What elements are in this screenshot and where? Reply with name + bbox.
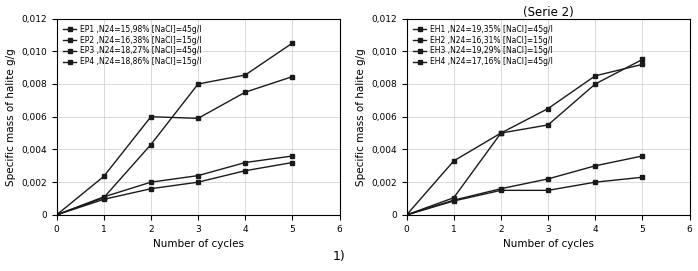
Line: EH2 ,N24=16,31% [NaCl]=15g/l: EH2 ,N24=16,31% [NaCl]=15g/l xyxy=(404,62,645,217)
EH2 ,N24=16,31% [NaCl]=15g/l xyxy=(544,107,552,110)
EH2 ,N24=16,31% [NaCl]=15g/l xyxy=(591,74,600,78)
EP4 ,N24=18,86% [NaCl]=15g/l xyxy=(52,213,61,217)
EP2 ,N24=16,38% [NaCl]=15g/l xyxy=(100,175,108,178)
EP1 ,N24=15,98% [NaCl]=45g/l xyxy=(241,73,249,77)
EP4 ,N24=18,86% [NaCl]=15g/l xyxy=(147,187,155,190)
EH1 ,N24=19,35% [NaCl]=45g/l xyxy=(638,58,646,61)
EP4 ,N24=18,86% [NaCl]=15g/l xyxy=(100,198,108,201)
EH3 ,N24=19,29% [NaCl]=15g/l xyxy=(591,164,600,167)
Line: EP1 ,N24=15,98% [NaCl]=45g/l: EP1 ,N24=15,98% [NaCl]=45g/l xyxy=(54,41,295,217)
EP3 ,N24=18,27% [NaCl]=45g/l xyxy=(288,154,297,158)
EP2 ,N24=16,38% [NaCl]=15g/l xyxy=(147,115,155,118)
EP4 ,N24=18,86% [NaCl]=15g/l xyxy=(288,161,297,164)
EP3 ,N24=18,27% [NaCl]=45g/l xyxy=(52,213,61,217)
EP2 ,N24=16,38% [NaCl]=15g/l xyxy=(194,117,202,120)
EH4 ,N24=17,16% [NaCl]=45g/l xyxy=(497,189,505,192)
Line: EP2 ,N24=16,38% [NaCl]=15g/l: EP2 ,N24=16,38% [NaCl]=15g/l xyxy=(54,74,295,217)
EP3 ,N24=18,27% [NaCl]=45g/l xyxy=(194,174,202,177)
EH4 ,N24=17,16% [NaCl]=45g/l xyxy=(450,199,458,203)
EH4 ,N24=17,16% [NaCl]=45g/l xyxy=(638,176,646,179)
EP1 ,N24=15,98% [NaCl]=45g/l xyxy=(147,143,155,146)
Line: EP4 ,N24=18,86% [NaCl]=15g/l: EP4 ,N24=18,86% [NaCl]=15g/l xyxy=(54,160,295,217)
Line: EH1 ,N24=19,35% [NaCl]=45g/l: EH1 ,N24=19,35% [NaCl]=45g/l xyxy=(404,57,645,217)
EH2 ,N24=16,31% [NaCl]=15g/l xyxy=(403,213,411,217)
EP3 ,N24=18,27% [NaCl]=45g/l xyxy=(147,180,155,184)
Legend: EP1 ,N24=15,98% [NaCl]=45g/l, EP2 ,N24=16,38% [NaCl]=15g/l, EP3 ,N24=18,27% [NaC: EP1 ,N24=15,98% [NaCl]=45g/l, EP2 ,N24=1… xyxy=(61,22,203,69)
EP1 ,N24=15,98% [NaCl]=45g/l xyxy=(194,82,202,86)
EH1 ,N24=19,35% [NaCl]=45g/l xyxy=(591,82,600,86)
EH2 ,N24=16,31% [NaCl]=15g/l xyxy=(638,63,646,66)
EP2 ,N24=16,38% [NaCl]=15g/l xyxy=(52,213,61,217)
EP4 ,N24=18,86% [NaCl]=15g/l xyxy=(241,169,249,172)
Text: 1): 1) xyxy=(332,250,346,263)
EH2 ,N24=16,31% [NaCl]=15g/l xyxy=(497,131,505,135)
X-axis label: Number of cycles: Number of cycles xyxy=(153,239,244,249)
EP3 ,N24=18,27% [NaCl]=45g/l xyxy=(100,195,108,199)
EH1 ,N24=19,35% [NaCl]=45g/l xyxy=(544,123,552,127)
EH3 ,N24=19,29% [NaCl]=15g/l xyxy=(544,177,552,180)
EP3 ,N24=18,27% [NaCl]=45g/l xyxy=(241,161,249,164)
Legend: EH1 ,N24=19,35% [NaCl]=45g/l, EH2 ,N24=16,31% [NaCl]=15g/l, EH3 ,N24=19,29% [NaC: EH1 ,N24=19,35% [NaCl]=45g/l, EH2 ,N24=1… xyxy=(410,22,555,69)
EP2 ,N24=16,38% [NaCl]=15g/l xyxy=(241,91,249,94)
EP4 ,N24=18,86% [NaCl]=15g/l xyxy=(194,180,202,184)
EP1 ,N24=15,98% [NaCl]=45g/l xyxy=(288,41,297,45)
EH3 ,N24=19,29% [NaCl]=15g/l xyxy=(497,187,505,190)
X-axis label: Number of cycles: Number of cycles xyxy=(503,239,593,249)
Title: (Serie 2): (Serie 2) xyxy=(523,6,574,18)
EH3 ,N24=19,29% [NaCl]=15g/l xyxy=(403,213,411,217)
EH1 ,N24=19,35% [NaCl]=45g/l xyxy=(403,213,411,217)
EH4 ,N24=17,16% [NaCl]=45g/l xyxy=(403,213,411,217)
EH2 ,N24=16,31% [NaCl]=15g/l xyxy=(450,159,458,163)
EH3 ,N24=19,29% [NaCl]=15g/l xyxy=(450,199,458,202)
Y-axis label: Specific mass of halite g/g: Specific mass of halite g/g xyxy=(355,48,366,186)
EH3 ,N24=19,29% [NaCl]=15g/l xyxy=(638,154,646,158)
Line: EP3 ,N24=18,27% [NaCl]=45g/l: EP3 ,N24=18,27% [NaCl]=45g/l xyxy=(54,154,295,217)
EH1 ,N24=19,35% [NaCl]=45g/l xyxy=(450,196,458,199)
EP1 ,N24=15,98% [NaCl]=45g/l xyxy=(52,213,61,217)
Y-axis label: Specific mass of halite g/g: Specific mass of halite g/g xyxy=(6,48,15,186)
EH1 ,N24=19,35% [NaCl]=45g/l xyxy=(497,131,505,135)
EH4 ,N24=17,16% [NaCl]=45g/l xyxy=(591,180,600,184)
EP2 ,N24=16,38% [NaCl]=15g/l xyxy=(288,75,297,78)
EH4 ,N24=17,16% [NaCl]=45g/l xyxy=(544,189,552,192)
Line: EH3 ,N24=19,29% [NaCl]=15g/l: EH3 ,N24=19,29% [NaCl]=15g/l xyxy=(404,154,645,217)
Line: EH4 ,N24=17,16% [NaCl]=45g/l: EH4 ,N24=17,16% [NaCl]=45g/l xyxy=(404,175,645,217)
EP1 ,N24=15,98% [NaCl]=45g/l xyxy=(100,196,108,199)
